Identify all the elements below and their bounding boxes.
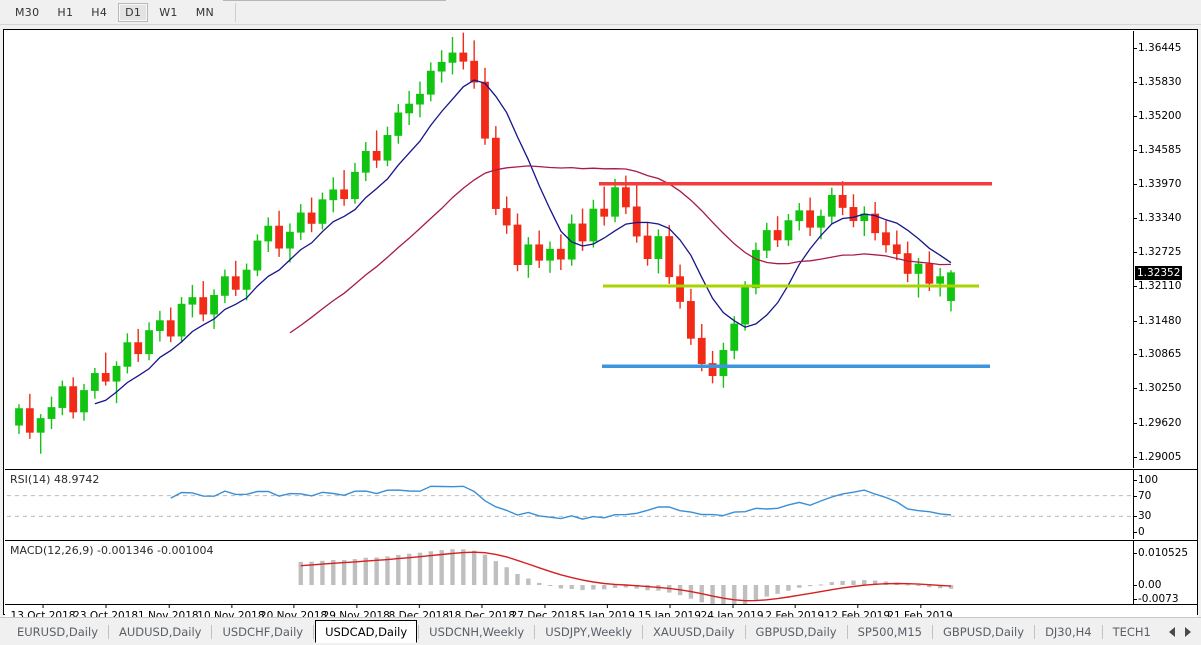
price-tick: 1.33340 <box>1134 212 1181 224</box>
chart-window[interactable]: USDCAD,Daily 1.31845 1.32398 1.31648 1.3… <box>3 29 1198 627</box>
price-tick: 1.32110 <box>1134 280 1181 292</box>
rsi-tick: 100 <box>1134 474 1158 486</box>
price-tick: 1.34585 <box>1134 144 1181 156</box>
tab-separator <box>1034 624 1036 639</box>
chart-tab-xauusd-daily[interactable]: XAUUSD,Daily <box>653 624 735 639</box>
rsi-axis[interactable]: 100 70 30 0 <box>1133 469 1197 539</box>
timeframe-toolbar: M30 H1 H4 D1 W1 MN <box>0 0 1201 25</box>
chart-tab-gbpusd-daily[interactable]: GBPUSD,Daily <box>755 624 837 639</box>
rsi-plot <box>7 485 1131 520</box>
scroll-right-icon[interactable] <box>1185 626 1191 637</box>
rsi-pane[interactable]: RSI(14) 48.9742 <box>5 469 1133 539</box>
timeframe-button-d1[interactable]: D1 <box>118 3 149 22</box>
price-tick: 1.35830 <box>1134 76 1181 88</box>
rsi-label: RSI(14) 48.9742 <box>10 473 100 486</box>
chart-tab-strip: EURUSD,Daily AUDUSD,Daily USDCHF,Daily USDC… <box>0 617 1201 645</box>
chart-tab-tech1[interactable]: TECH1 <box>1112 624 1151 639</box>
toolbar-grip-line <box>223 0 446 1</box>
chart-tab-audusd-daily[interactable]: AUDUSD,Daily <box>119 624 202 639</box>
timeframe-button-mn[interactable]: MN <box>195 6 215 19</box>
price-tick: 1.32725 <box>1134 246 1181 258</box>
price-tick: 1.30865 <box>1134 348 1181 360</box>
macd-tick: -0.0073 <box>1134 593 1179 605</box>
timeframe-button-h4[interactable]: H4 <box>91 6 108 19</box>
tab-separator <box>418 624 420 639</box>
price-tick: 1.35200 <box>1134 110 1181 122</box>
chart-tab-sp500-m15[interactable]: SP500,M15 <box>857 624 922 639</box>
tab-separator <box>1101 624 1103 639</box>
timeframe-button-h1[interactable]: H1 <box>57 6 74 19</box>
tab-separator <box>932 624 933 639</box>
tab-separator <box>211 624 213 639</box>
tab-separator <box>846 624 848 639</box>
candlestick-plot <box>15 32 992 454</box>
tab-separator <box>313 624 315 639</box>
macd-tick: 0.00 <box>1134 579 1161 591</box>
chart-tab-usdcnh-weekly[interactable]: USDCNH,Weekly <box>429 624 525 639</box>
chart-tab-usdchf-daily[interactable]: USDCHF,Daily <box>222 624 304 639</box>
tab-separator <box>642 624 644 639</box>
tab-separator <box>108 624 109 639</box>
chart-tab-usdcad-daily[interactable]: USDCAD,Daily <box>315 620 418 643</box>
price-tick: 1.36445 <box>1134 42 1181 54</box>
macd-axis[interactable]: 0.010525 0.00 -0.0073 <box>1133 540 1197 605</box>
chart-tab-gbpusd-daily[interactable]: GBPUSD,Daily <box>943 624 1025 639</box>
macd-plot <box>298 549 954 604</box>
tab-separator <box>744 624 746 639</box>
timeframe-button-m30[interactable]: M30 <box>15 6 40 19</box>
price-tick: 1.31480 <box>1134 315 1181 327</box>
price-axis[interactable]: 1.36445 1.35830 1.35200 1.34585 1.33970 1.333… <box>1133 31 1197 468</box>
rsi-tick: 30 <box>1134 510 1151 522</box>
timeframe-button-w1[interactable]: W1 <box>159 6 178 19</box>
toolbar-separator <box>235 3 237 22</box>
rsi-tick: 70 <box>1134 490 1151 502</box>
chart-tab-eurusd-daily[interactable]: EURUSD,Daily <box>17 624 98 639</box>
price-pane[interactable] <box>5 31 1133 468</box>
chart-tab-usdjpy-weekly[interactable]: USDJPY,Weekly <box>545 624 633 639</box>
price-tick: 1.29005 <box>1134 451 1181 463</box>
current-price-label: 1.32352 <box>1135 265 1183 280</box>
tab-scroll-controls <box>1169 626 1201 637</box>
rsi-tick: 0 <box>1134 526 1145 538</box>
price-tick: 1.33970 <box>1134 178 1181 190</box>
macd-pane[interactable]: MACD(12,26,9) -0.001346 -0.001004 <box>5 540 1133 604</box>
macd-tick: 0.010525 <box>1134 547 1188 559</box>
macd-label: MACD(12,26,9) -0.001346 -0.001004 <box>10 544 214 557</box>
chart-tab-dj30-h4[interactable]: DJ30,H4 <box>1045 624 1092 639</box>
timeframe-button-group: M30 H1 H4 D1 W1 MN <box>0 0 229 25</box>
tab-separator <box>534 624 536 639</box>
scroll-left-icon[interactable] <box>1169 626 1175 637</box>
price-tick: 1.29620 <box>1134 417 1181 429</box>
price-tick: 1.30250 <box>1134 382 1181 394</box>
